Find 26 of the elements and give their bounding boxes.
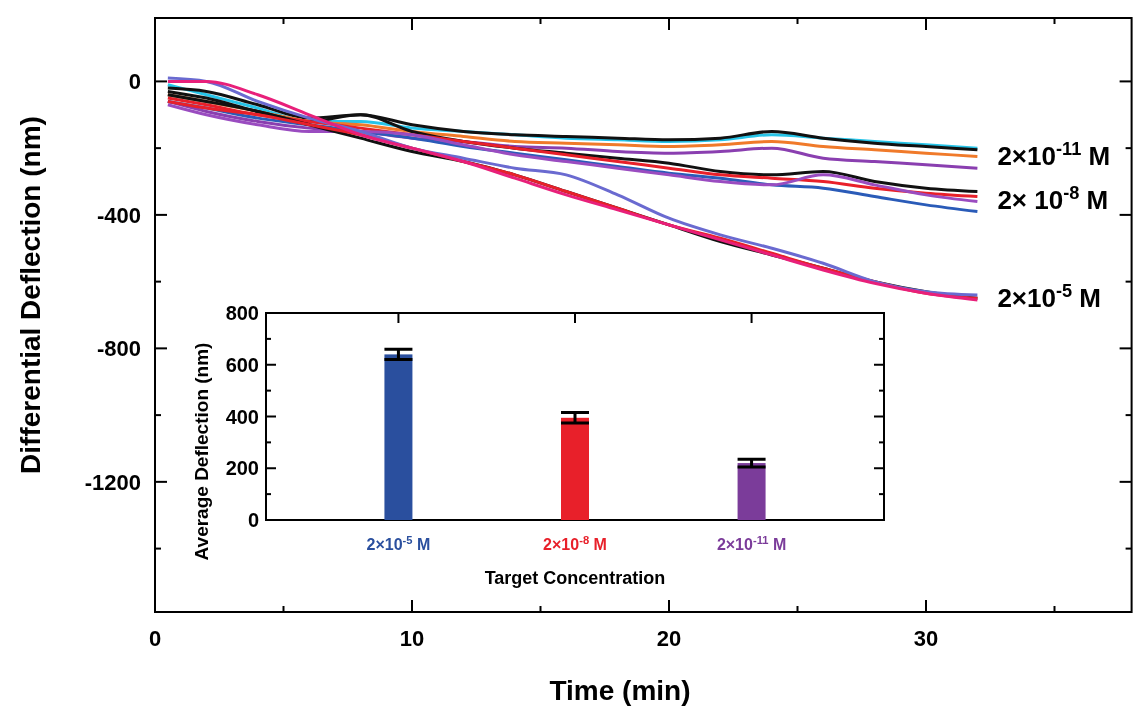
y-tick-label: -800: [96, 336, 141, 362]
y-tick-label: 800: [225, 302, 259, 324]
y-tick-label: -400: [96, 202, 141, 228]
x-tick-label: 10: [399, 626, 425, 651]
bar: [384, 354, 413, 520]
y-tick-label: 400: [225, 405, 259, 428]
y-tick-label: 0: [128, 69, 141, 95]
x-axis-title: Time (min): [549, 675, 691, 706]
x-tick-label: 2×10$^{-11}$ M: [716, 534, 787, 553]
y-tick-label: 0: [247, 509, 259, 531]
x-tick-label: 30: [913, 626, 939, 651]
bar: [561, 417, 589, 520]
annotation: 2×10$^{-5}$ M: [997, 281, 1102, 313]
annotation: 2×10$^{-11}$ M: [997, 138, 1111, 171]
bar: [737, 463, 766, 520]
x-tick-label: 2×10$^{-8}$ M: [543, 534, 607, 553]
y-axis-title: Average Deflection (nm): [191, 342, 212, 561]
y-tick-label: 600: [225, 353, 259, 376]
x-tick-label: 2×10$^{-5}$ M: [366, 534, 431, 553]
x-tick-label: 20: [656, 626, 682, 651]
annotation: 2× 10$^{-8}$ M: [997, 183, 1109, 216]
y-tick-label: 200: [225, 457, 259, 480]
x-tick-label: 0: [148, 626, 162, 651]
y-tick-label: -1200: [84, 469, 141, 495]
y-axis-title: Differential Deflection (nm): [15, 116, 46, 474]
x-axis-title: Target Concentration: [484, 568, 666, 588]
